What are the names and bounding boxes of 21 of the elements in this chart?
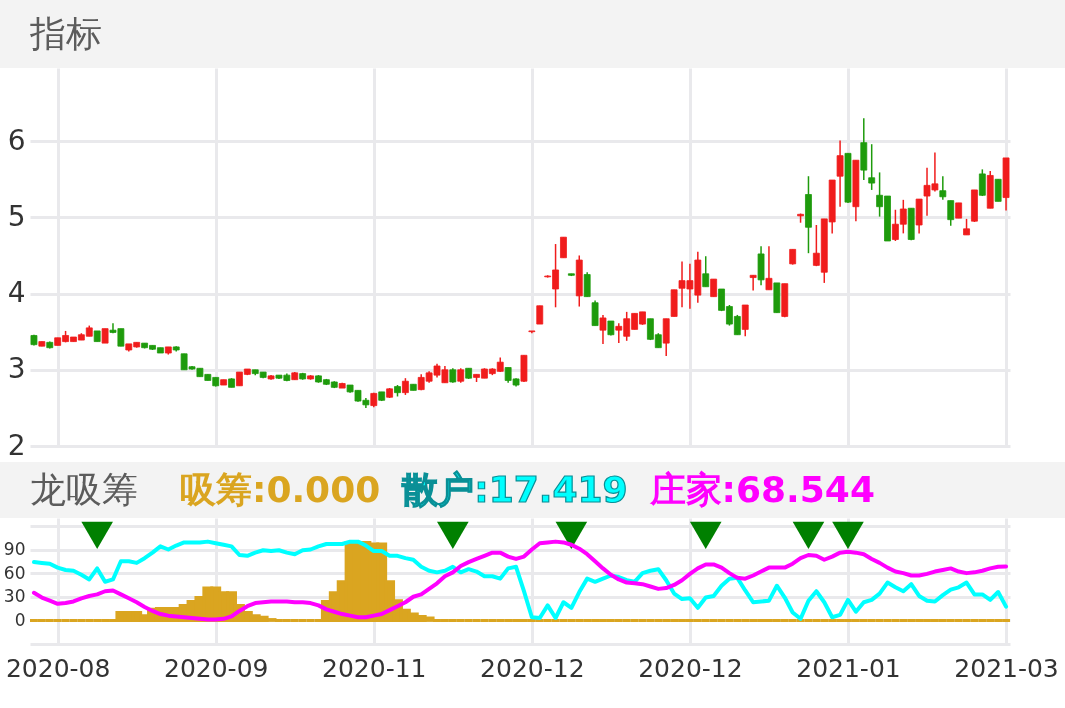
chart-title: 龙吸筹	[30, 467, 138, 512]
x-tick-label: 2021-03	[954, 653, 1059, 683]
y-tick-label: 30	[3, 586, 26, 607]
y-tick-label: 2	[7, 428, 26, 462]
chart-title: 指标	[30, 11, 102, 56]
x-tick-label: 2021-01	[796, 653, 901, 683]
y-tick-label: 90	[3, 539, 26, 559]
series-label: 吸筹:0.000	[180, 467, 381, 512]
x-tick-label: 2020-11	[322, 653, 427, 683]
series-label: 散户:17.419	[402, 467, 628, 512]
y-tick-label: 5	[7, 199, 26, 233]
y-tick-label: 6	[7, 123, 26, 157]
x-tick-label: 2020-12	[480, 653, 585, 683]
series-label: 庄家:68.544	[649, 467, 875, 512]
x-tick-label: 2020-08	[5, 653, 111, 683]
x-tick-label: 2020-12	[638, 653, 743, 683]
y-tick-label: 0	[14, 609, 26, 630]
y-tick-label: 3	[7, 352, 26, 386]
y-tick-label: 4	[7, 276, 26, 310]
y-tick-label: 60	[3, 562, 26, 583]
x-tick-label: 2020-09	[163, 653, 269, 683]
